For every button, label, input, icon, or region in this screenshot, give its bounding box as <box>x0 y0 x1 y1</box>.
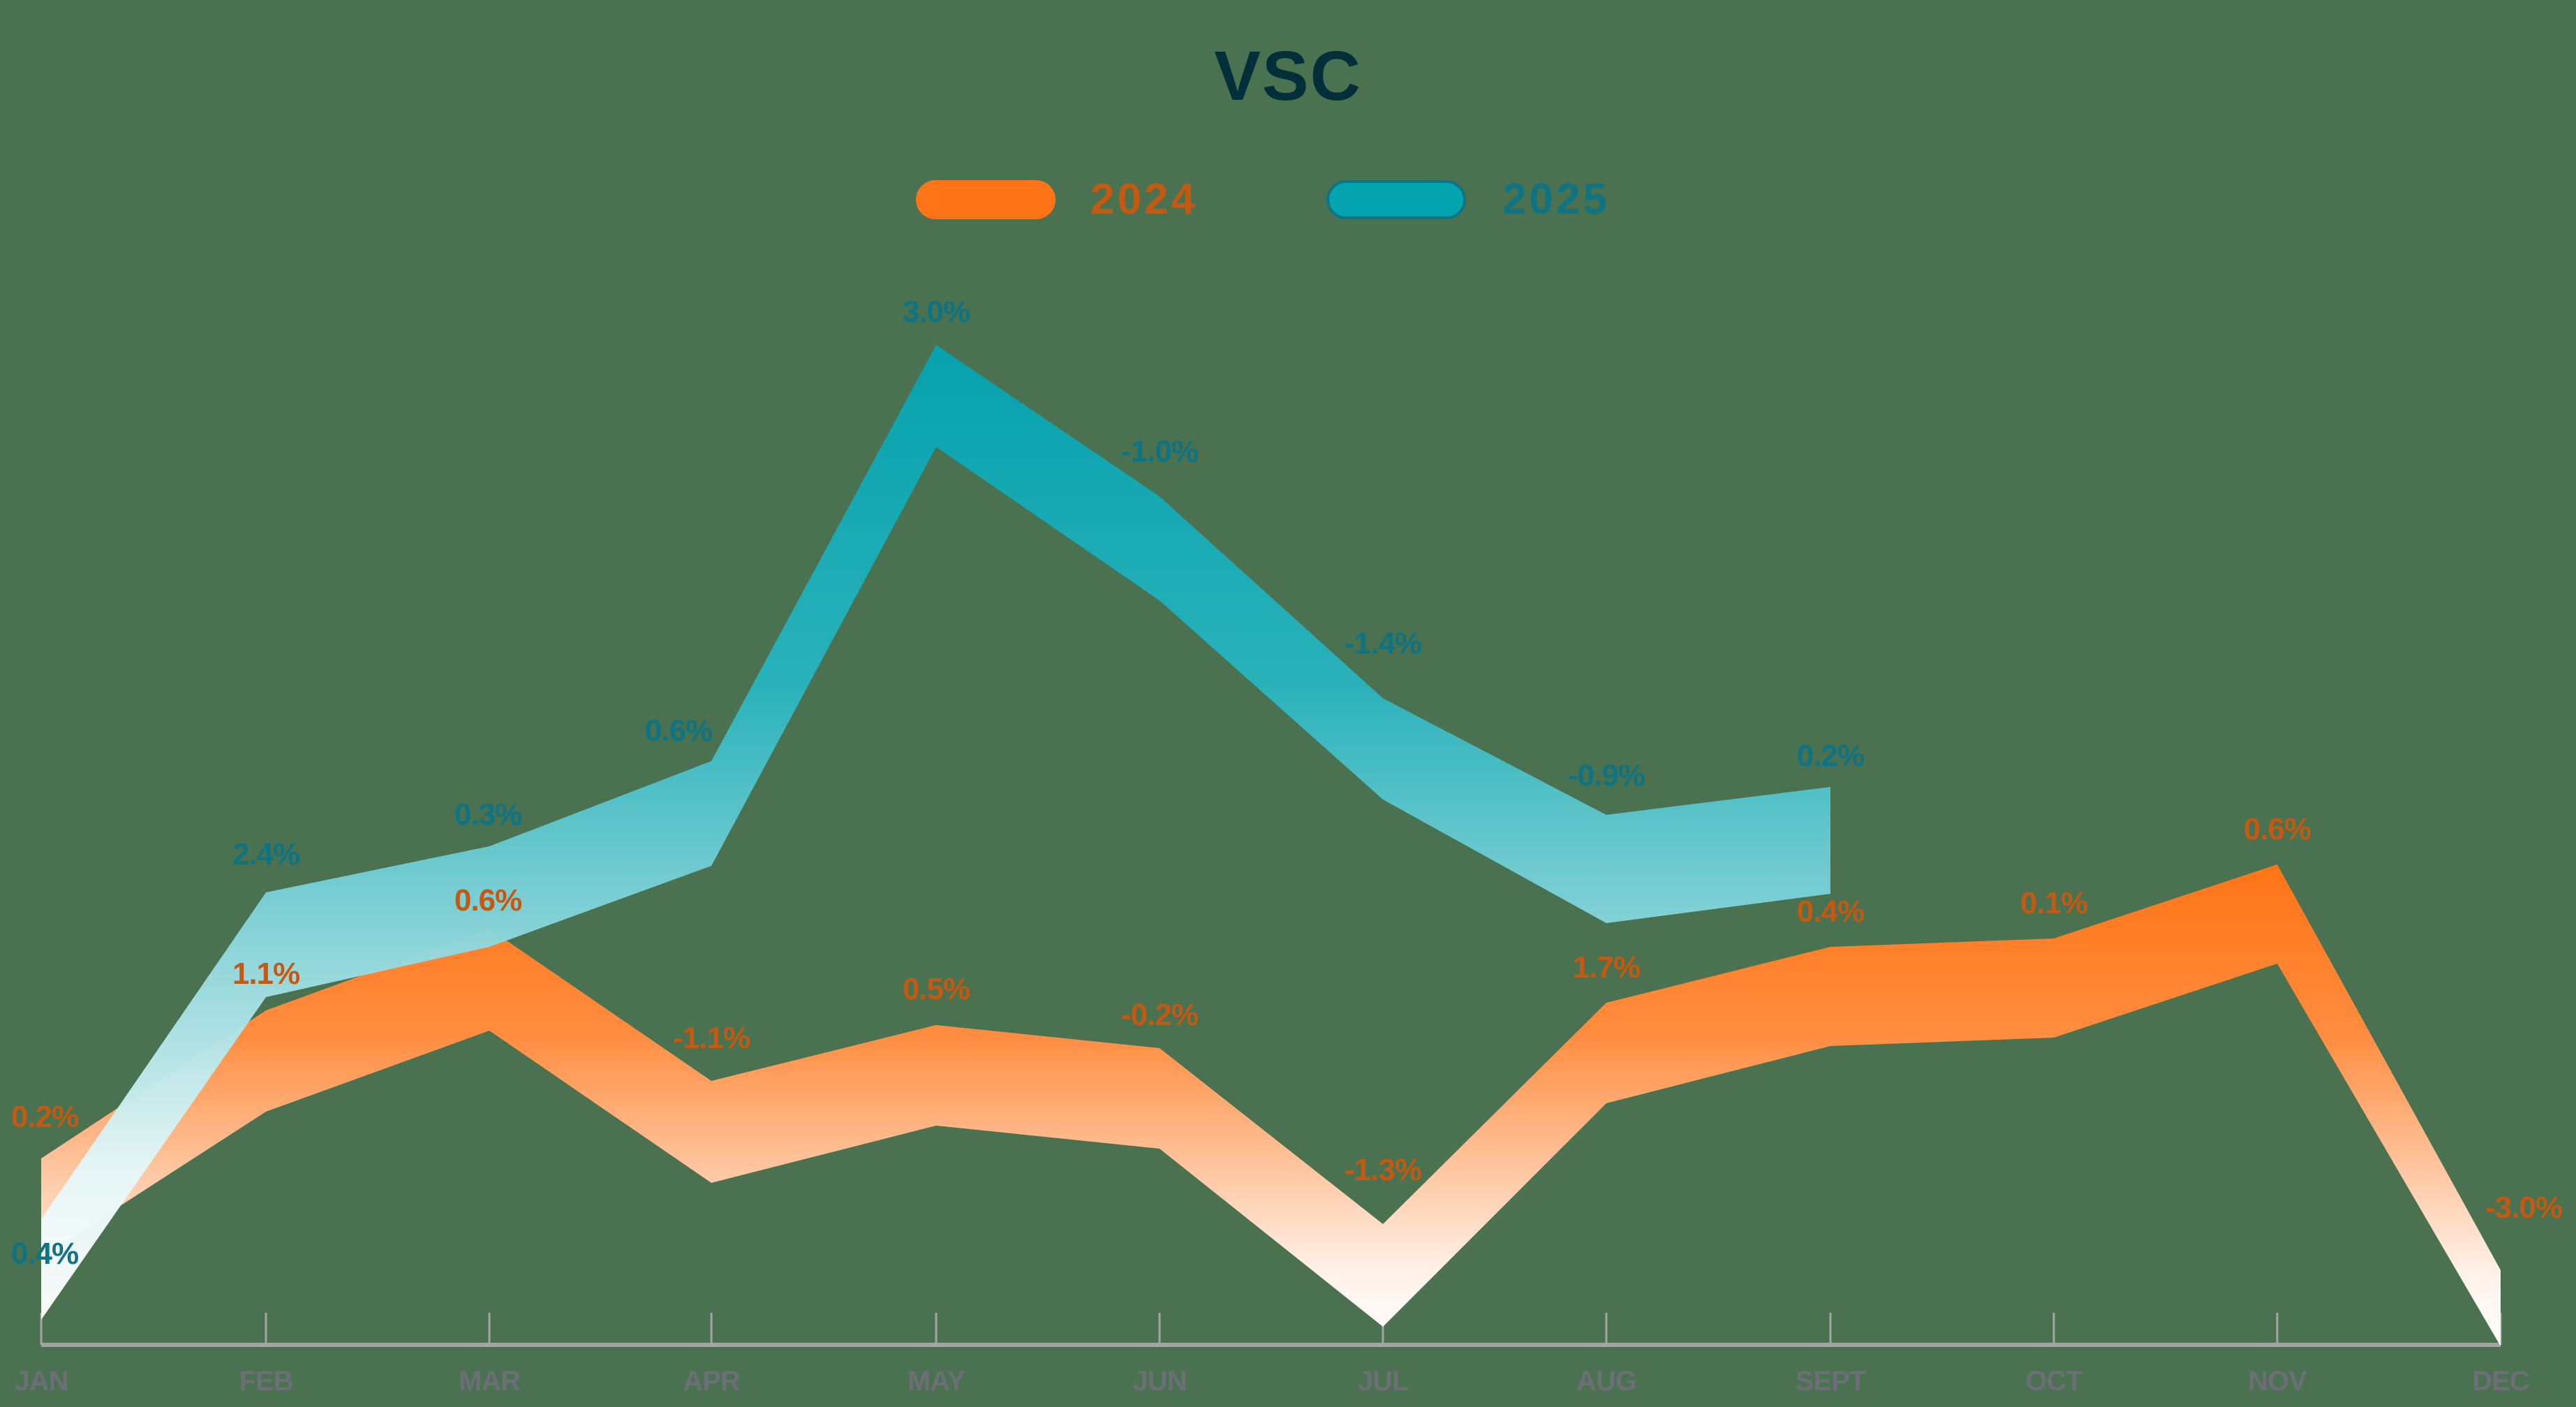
data-label-2024-sept: 0.4% <box>1796 894 1865 929</box>
tick-label-oct: OCT <box>2025 1366 2082 1397</box>
legend-swatch-2024 <box>916 180 1056 219</box>
data-label-2024-jul: -1.3% <box>1345 1153 1422 1187</box>
chart-title: VSC <box>1214 37 1362 115</box>
data-label-2025-jul: -1.4% <box>1345 626 1422 661</box>
data-label-2025-jan: 0.4% <box>10 1237 79 1271</box>
tick-label-jun: JUN <box>1132 1366 1187 1397</box>
tick-label-jul: JUL <box>1357 1366 1409 1397</box>
legend-swatch-2025 <box>1326 180 1466 219</box>
data-label-2025-sept: 0.2% <box>1796 739 1865 773</box>
data-label-2024-feb: 1.1% <box>232 957 300 991</box>
data-label-2025-may: 3.0% <box>902 295 970 329</box>
tick-label-dec: DEC <box>2472 1366 2529 1397</box>
data-label-2024-apr: -1.1% <box>673 1021 750 1055</box>
tick-label-jan: JAN <box>14 1366 68 1397</box>
data-label-2025-feb: 2.4% <box>232 837 300 871</box>
data-label-2024-may: 0.5% <box>902 972 970 1006</box>
data-label-2024-dec: -3.0% <box>2485 1191 2563 1225</box>
data-label-2025-mar: 0.3% <box>454 797 522 832</box>
tick-label-aug: AUG <box>1576 1366 1637 1397</box>
data-label-2024-aug: 1.7% <box>1572 950 1641 985</box>
series-2024-ribbon <box>41 864 2501 1346</box>
data-label-2024-oct: 0.1% <box>2020 886 2088 920</box>
legend-label-2024: 2024 <box>1090 175 1198 223</box>
tick-label-may: MAY <box>907 1366 965 1397</box>
data-label-2024-jun: -0.2% <box>1121 998 1199 1032</box>
data-label-2025-jun: -1.0% <box>1121 434 1199 469</box>
data-label-2025-apr: 0.6% <box>644 714 713 748</box>
tick-label-feb: FEB <box>239 1366 294 1397</box>
tick-label-sept: SEPT <box>1795 1366 1866 1397</box>
tick-label-apr: APR <box>683 1366 740 1397</box>
data-label-2024-mar: 0.6% <box>454 883 522 918</box>
data-label-2024-jan: 0.2% <box>10 1100 79 1134</box>
series-2025-ribbon <box>41 345 1830 1320</box>
data-label-2024-nov: 0.6% <box>2243 812 2311 846</box>
data-label-2025-aug: -0.9% <box>1568 758 1645 793</box>
tick-label-nov: NOV <box>2248 1366 2307 1397</box>
legend-label-2025: 2025 <box>1502 175 1610 223</box>
tick-label-mar: MAR <box>458 1366 521 1397</box>
x-axis <box>40 1313 2502 1347</box>
